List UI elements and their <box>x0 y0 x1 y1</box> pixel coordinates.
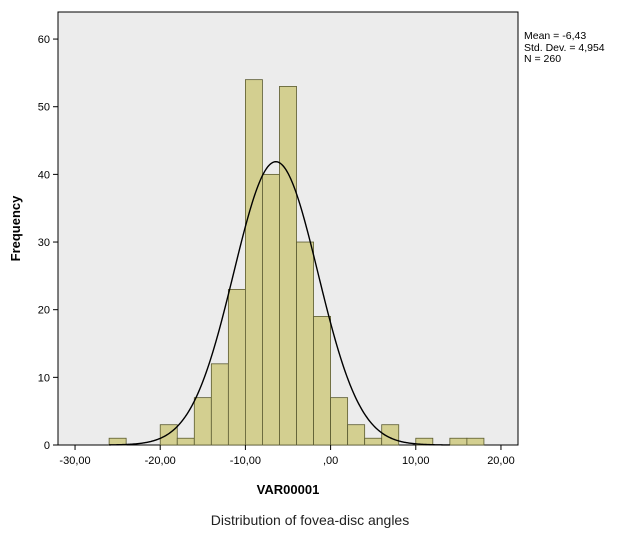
y-axis-title: Frequency <box>8 195 23 262</box>
histogram-bar <box>450 438 467 445</box>
histogram-bar <box>297 242 314 445</box>
x-tick-label: 20,00 <box>487 455 515 467</box>
x-tick-label: -20,00 <box>145 455 176 467</box>
stat-n: N = 260 <box>524 54 605 66</box>
histogram-bar <box>160 425 177 445</box>
x-axis-title: VAR00001 <box>257 482 320 497</box>
histogram-bar <box>365 438 382 445</box>
x-tick-label: 10,00 <box>402 455 430 467</box>
y-tick-label: 60 <box>38 34 50 46</box>
histogram-bar <box>211 364 228 445</box>
x-axis: -30,00 -20,00 -10,00 ,00 10,00 20,00 <box>59 445 514 467</box>
x-tick-label: ,00 <box>323 455 338 467</box>
stat-mean: Mean = -6,43 <box>524 31 605 43</box>
histogram-bar <box>228 289 245 445</box>
histogram-bar <box>348 425 365 445</box>
y-tick-label: 40 <box>38 169 50 181</box>
histogram-bar <box>314 316 331 445</box>
histogram-bar <box>177 438 194 445</box>
histogram-bar <box>279 86 296 445</box>
histogram-bar <box>245 80 262 445</box>
x-tick-label: -30,00 <box>59 455 90 467</box>
statistics-box: Mean = -6,43 Std. Dev. = 4,954 N = 260 <box>524 31 605 66</box>
y-tick-label: 20 <box>38 305 50 317</box>
figure-caption: Distribution of fovea-disc angles <box>0 512 620 528</box>
histogram-bar <box>262 174 279 445</box>
histogram-bar <box>467 438 484 445</box>
y-tick-label: 10 <box>38 372 50 384</box>
histogram-bar <box>331 398 348 445</box>
y-tick-label: 0 <box>44 440 50 452</box>
y-axis: 0 10 20 30 40 50 60 <box>38 34 58 452</box>
x-tick-label: -10,00 <box>230 455 261 467</box>
y-tick-label: 30 <box>38 237 50 249</box>
histogram-bar <box>194 398 211 445</box>
y-tick-label: 50 <box>38 102 50 114</box>
